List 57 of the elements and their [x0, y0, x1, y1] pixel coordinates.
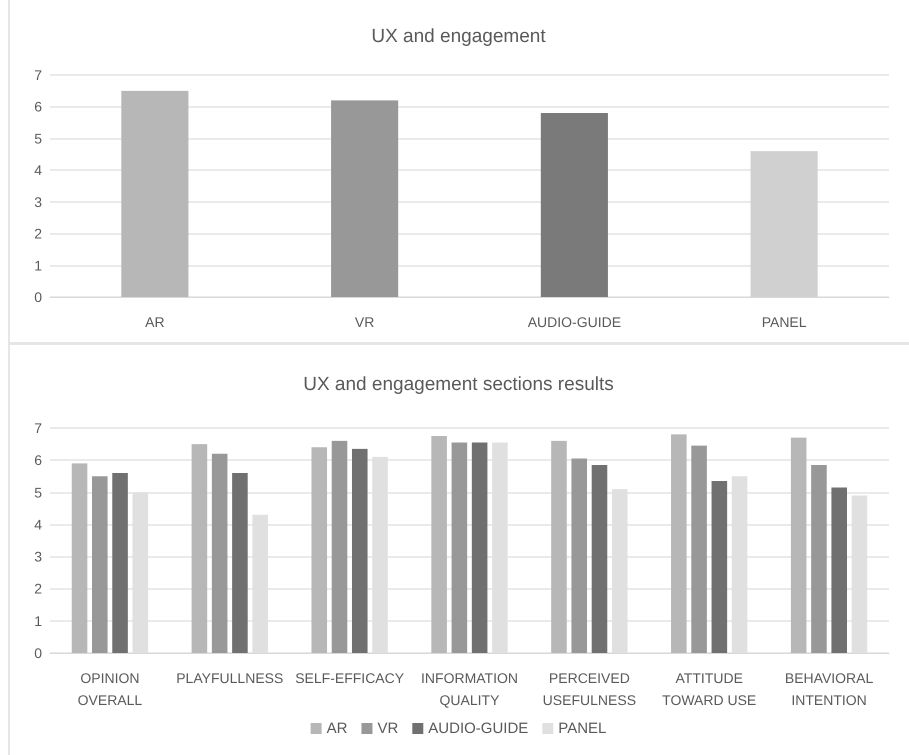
bar — [671, 434, 687, 653]
y-tick-label: 5 — [34, 130, 42, 146]
bar — [121, 90, 188, 297]
bar — [540, 113, 608, 297]
chart-title: UX and engagement sections results — [303, 374, 614, 395]
bar — [212, 454, 228, 653]
legend-label: VR — [377, 720, 398, 737]
x-tick-label: PERCEIVED USEFULNESS — [542, 670, 636, 708]
x-tick-label: PANEL — [762, 314, 807, 330]
y-tick-label: 4 — [34, 162, 42, 178]
x-tick-label: VR — [354, 314, 374, 330]
y-tick-label: 1 — [34, 612, 42, 629]
bar — [332, 440, 348, 653]
y-tick-label: 3 — [34, 548, 42, 565]
bar — [571, 458, 588, 653]
x-tick-label: AR — [145, 314, 165, 330]
y-tick-label: 4 — [34, 516, 42, 532]
y-tick-label: 0 — [34, 289, 42, 305]
legend-label: AR — [326, 720, 348, 737]
bar — [232, 473, 248, 653]
bar — [592, 464, 608, 653]
bar — [331, 100, 398, 297]
bar — [352, 448, 368, 653]
bar — [452, 442, 468, 653]
bar — [192, 444, 208, 653]
bar — [431, 436, 447, 653]
bar — [811, 464, 827, 653]
x-tick-label: BEHAVIORAL INTENTION — [784, 670, 874, 708]
bar — [790, 438, 806, 653]
y-tick-label: 7 — [34, 420, 42, 436]
y-tick-label: 7 — [34, 67, 42, 83]
chart-title: UX and engagement — [371, 26, 546, 47]
bar — [691, 446, 707, 653]
x-tick-label: PLAYFULLNESS — [176, 670, 284, 686]
legend-label: PANEL — [558, 720, 606, 737]
y-tick-label: 0 — [34, 645, 42, 661]
y-tick-label: 6 — [34, 98, 42, 115]
y-tick-label: 2 — [34, 580, 42, 597]
bar — [831, 487, 847, 653]
x-tick-label: SELF-EFFICACY — [295, 670, 405, 686]
bar — [72, 463, 88, 653]
x-tick-label: OPINION OVERALL — [78, 670, 142, 708]
bar — [551, 440, 567, 653]
bar — [112, 473, 128, 653]
bar — [311, 447, 328, 653]
bar — [472, 442, 488, 653]
x-tick-label: AUDIO-GUIDE — [528, 314, 622, 330]
legend-label: AUDIO-GUIDE — [428, 720, 528, 737]
y-tick-label: 1 — [34, 257, 42, 274]
y-tick-label: 6 — [34, 452, 42, 468]
y-tick-label: 5 — [34, 484, 42, 500]
x-tick-label: ATTITUDE TOWARD USE — [662, 670, 756, 708]
y-tick-label: 3 — [34, 194, 42, 210]
y-tick-label: 2 — [34, 226, 42, 242]
bar — [712, 481, 728, 653]
x-tick-label: INFORMATION QUALITY — [421, 670, 518, 708]
bar — [92, 476, 108, 653]
